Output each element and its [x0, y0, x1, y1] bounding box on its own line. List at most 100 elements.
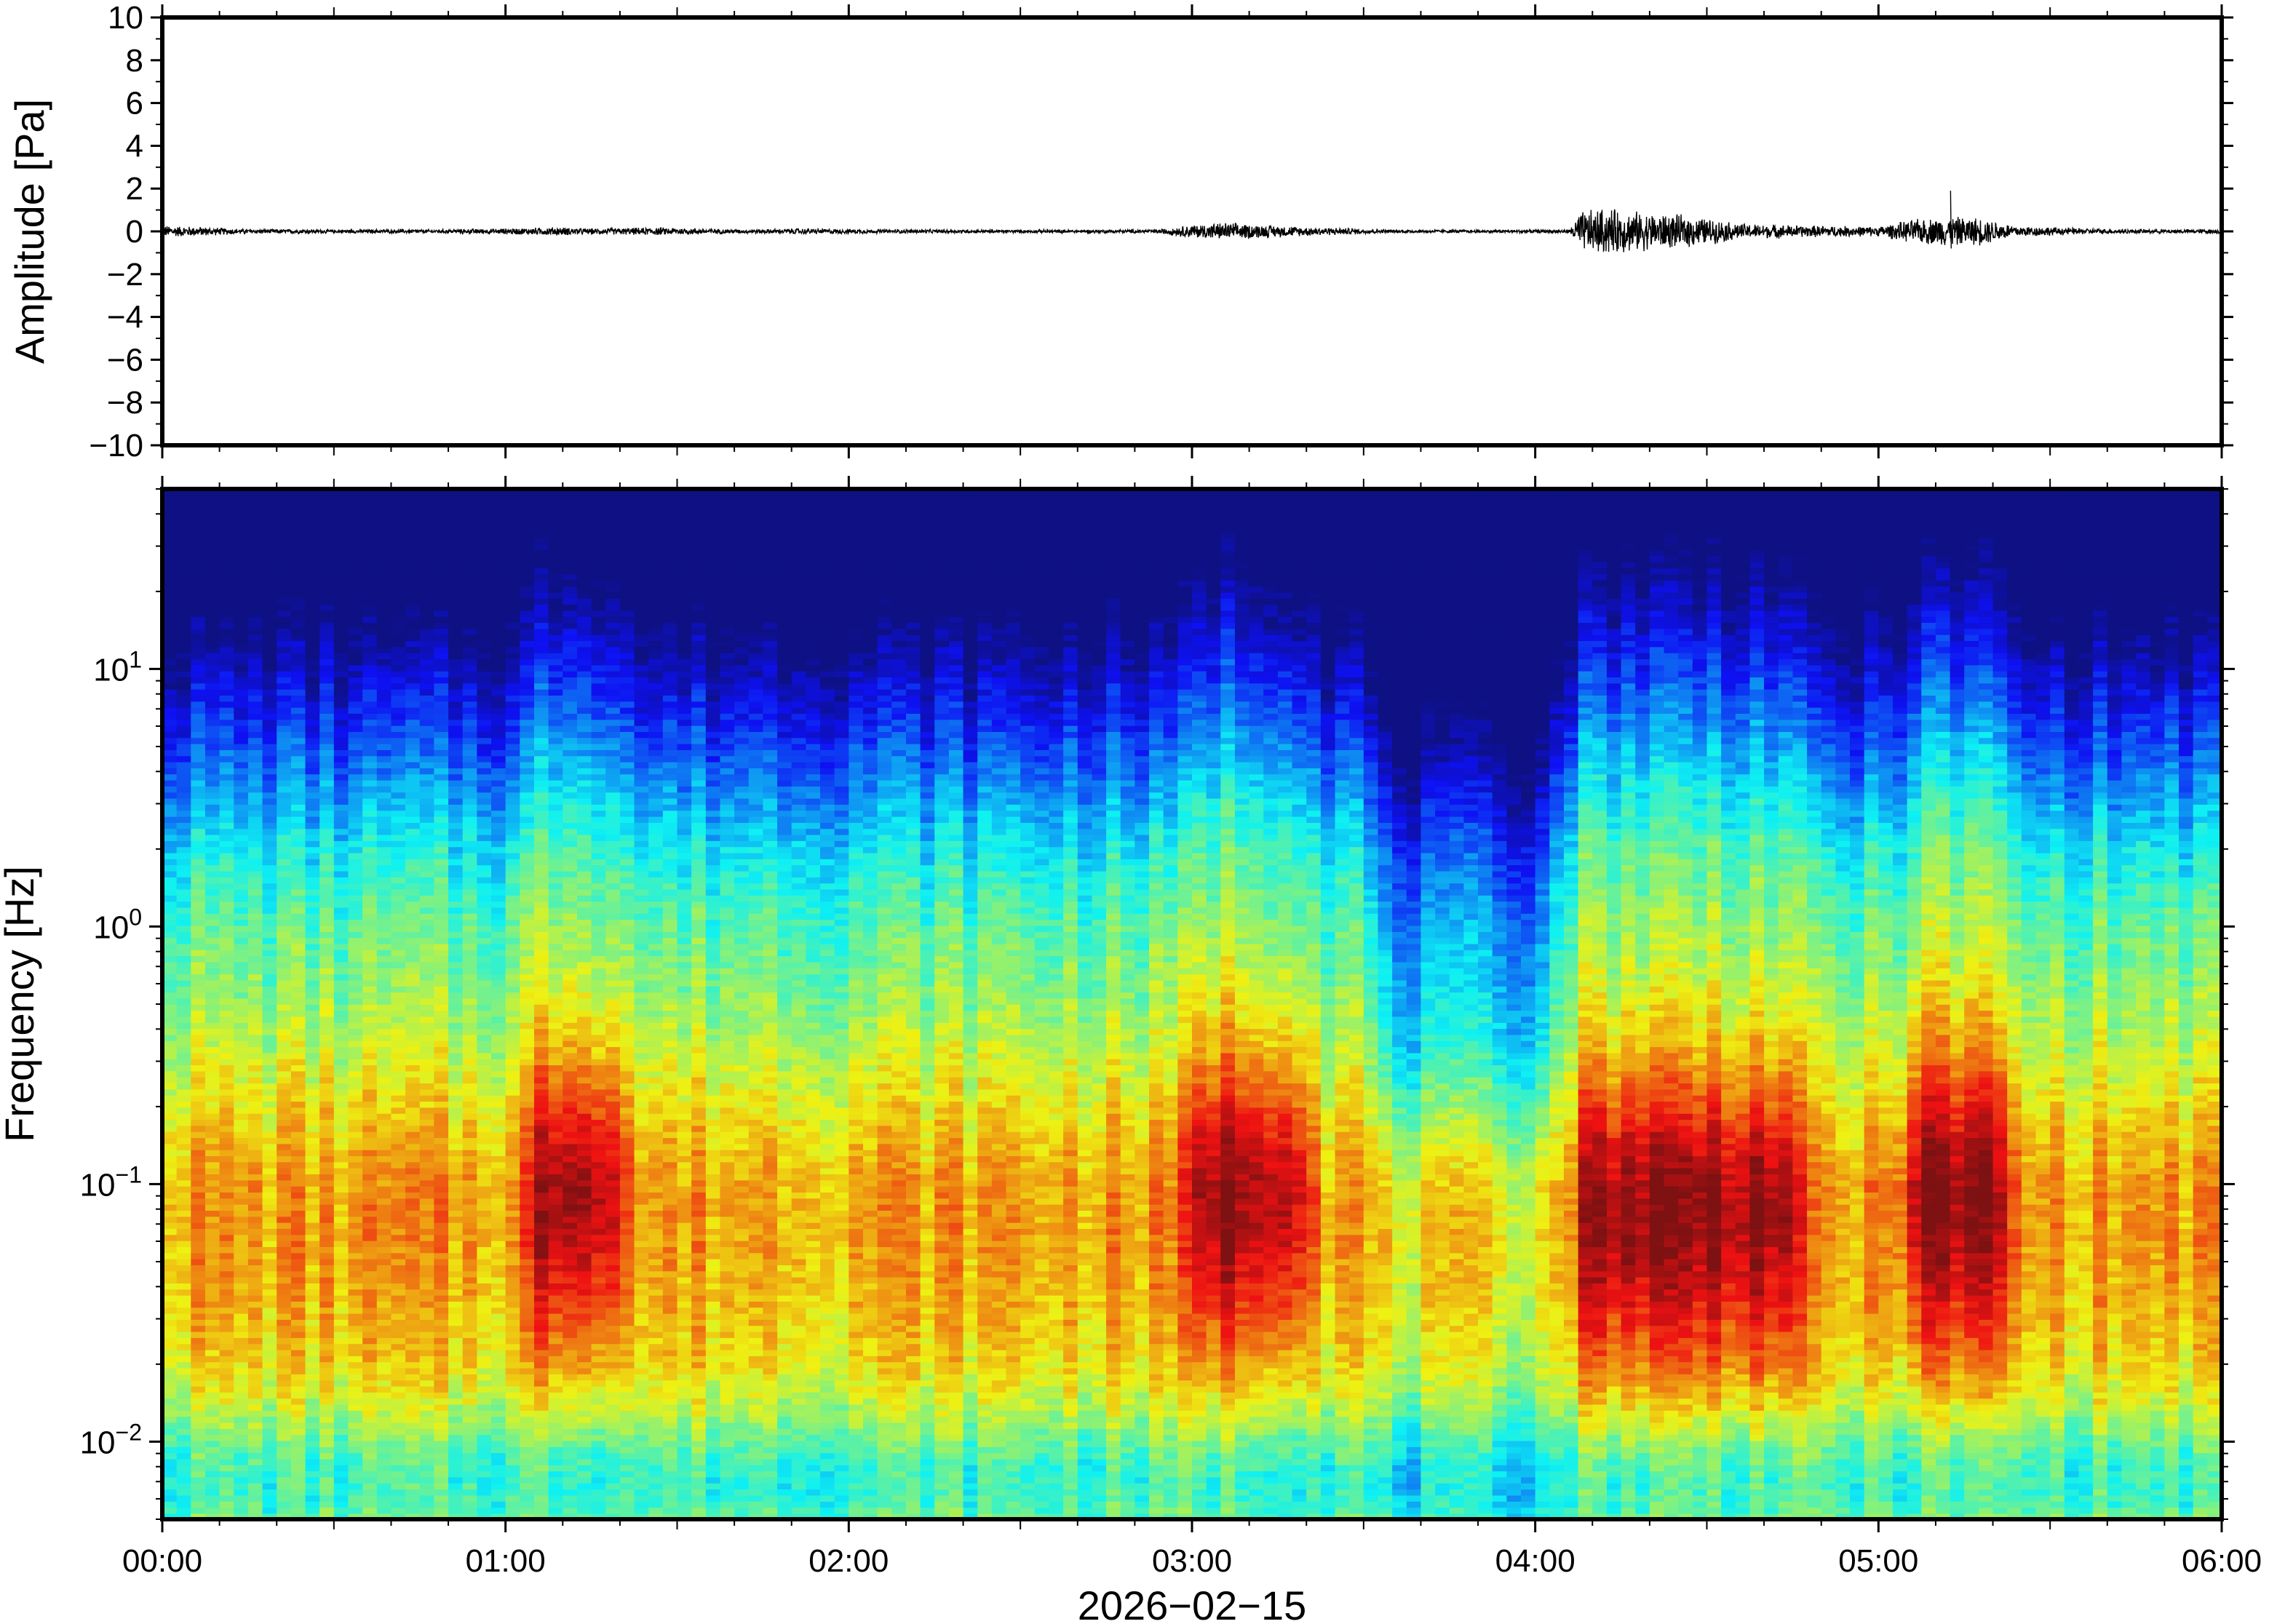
spectrogram-cell — [191, 1016, 206, 1023]
spectrogram-cell — [162, 1052, 178, 1059]
spectrogram-cell — [477, 1349, 492, 1356]
spectrogram-cell — [319, 1349, 335, 1356]
spectrogram-cell — [191, 810, 206, 817]
spectrogram-cell — [290, 950, 306, 957]
spectrogram-cell — [162, 1392, 178, 1399]
spectrogram-cell — [448, 1404, 464, 1411]
spectrogram-cell — [362, 1022, 378, 1030]
spectrogram-cell — [290, 501, 306, 508]
spectrogram-cell — [348, 1064, 363, 1072]
spectrogram-cell — [305, 931, 320, 939]
spectrogram-cell — [262, 658, 278, 666]
spectrogram-cell — [333, 1398, 349, 1405]
spectrogram-cell — [548, 1483, 564, 1490]
spectrogram-cell — [419, 670, 435, 678]
spectrogram-cell — [348, 852, 363, 859]
spectrogram-cell — [520, 1483, 535, 1490]
spectrogram-cell — [362, 1167, 378, 1175]
spectrogram-cell — [176, 628, 192, 635]
spectrogram-cell — [234, 1470, 249, 1478]
spectrogram-cell — [348, 495, 363, 502]
spectrogram-cell — [491, 677, 506, 684]
spectrogram-cell — [162, 937, 178, 944]
spectrogram-cell — [176, 852, 192, 859]
spectrogram-cell — [462, 913, 478, 920]
spectrogram-cell — [533, 1064, 549, 1072]
spectrogram-cell — [191, 1465, 206, 1472]
spectrogram-cell — [362, 1046, 378, 1054]
spectrogram-cell — [477, 931, 492, 939]
spectrogram-cell — [505, 604, 521, 611]
spectrogram-cell — [277, 731, 292, 739]
spectrogram-cell — [405, 519, 421, 526]
spectrogram-cell — [462, 1356, 478, 1363]
spectrogram-cell — [162, 1028, 178, 1035]
spectrogram-cell — [219, 888, 235, 896]
spectrogram-cell — [162, 501, 178, 508]
spectrogram-cell — [405, 937, 421, 944]
spectrogram-cell — [333, 604, 349, 611]
spectrogram-cell — [162, 1034, 178, 1041]
spectrogram-cell — [204, 1446, 220, 1454]
spectrogram-cell — [520, 1367, 535, 1374]
spectrogram-cell — [391, 670, 406, 678]
spectrogram-cell — [405, 1380, 421, 1387]
spectrogram-cell — [405, 682, 421, 690]
spectrogram-cell — [419, 592, 435, 599]
spectrogram-cell — [462, 604, 478, 611]
spectrogram-cell — [176, 1325, 192, 1332]
spectrogram-cell — [247, 670, 263, 678]
spectrogram-cell — [419, 1064, 435, 1072]
spectrogram-cell — [405, 1088, 421, 1096]
spectrogram-cell — [305, 925, 320, 932]
spectrogram-cell — [477, 1489, 492, 1496]
spectrogram-cell — [376, 979, 392, 987]
spectrogram-cell — [548, 1028, 564, 1035]
spectrogram-cell — [176, 1083, 192, 1090]
spectrogram-cell — [319, 1203, 335, 1211]
spectrogram-cell — [391, 1428, 406, 1436]
spectrogram-cell — [191, 1361, 206, 1369]
spectrogram-cell — [462, 1064, 478, 1072]
spectrogram-cell — [462, 1404, 478, 1411]
spectrogram-cell — [262, 616, 278, 624]
spectrogram-cell — [533, 1101, 549, 1108]
spectrogram-cell — [376, 1203, 392, 1211]
spectrogram-cell — [219, 1028, 235, 1035]
spectrogram-cell — [434, 943, 449, 950]
spectrogram-cell — [462, 1131, 478, 1139]
spectrogram-cell — [376, 1349, 392, 1356]
spectrogram-cell — [162, 622, 178, 629]
spectrogram-cell — [162, 537, 178, 544]
spectrogram-cell — [277, 937, 292, 944]
spectrogram-cell — [391, 992, 406, 999]
spectrogram-cell — [376, 968, 392, 975]
spectrogram-cell — [191, 955, 206, 963]
spectrogram-cell — [204, 998, 220, 1005]
spectrogram-cell — [234, 1452, 249, 1460]
spectrogram-cell — [162, 974, 178, 981]
spectrogram-cell — [290, 1307, 306, 1314]
spectrogram-cell — [505, 1294, 521, 1302]
spectrogram-cell — [333, 1440, 349, 1447]
spectrogram-cell — [362, 864, 378, 872]
spectrogram-cell — [434, 1234, 449, 1241]
spectrogram-cell — [391, 986, 406, 993]
spectrogram-cell — [448, 1385, 464, 1393]
spectrogram-cell — [405, 1361, 421, 1369]
spectrogram-cell — [176, 992, 192, 999]
spectrogram-cell — [290, 840, 306, 848]
spectrogram-cell — [405, 579, 421, 587]
spectrogram-cell — [247, 495, 263, 502]
spectrogram-cell — [434, 895, 449, 902]
spectrogram-cell — [405, 1228, 421, 1235]
spectrogram-cell — [376, 1331, 392, 1338]
spectrogram-cell — [305, 950, 320, 957]
spectrogram-cell — [348, 1422, 363, 1429]
spectrogram-cell — [533, 706, 549, 714]
spectrogram-cell — [162, 773, 178, 781]
spectrogram-cell — [434, 1149, 449, 1157]
spectrogram-cell — [176, 1307, 192, 1314]
spectrogram-cell — [333, 1289, 349, 1296]
spectrogram-cell — [277, 822, 292, 829]
